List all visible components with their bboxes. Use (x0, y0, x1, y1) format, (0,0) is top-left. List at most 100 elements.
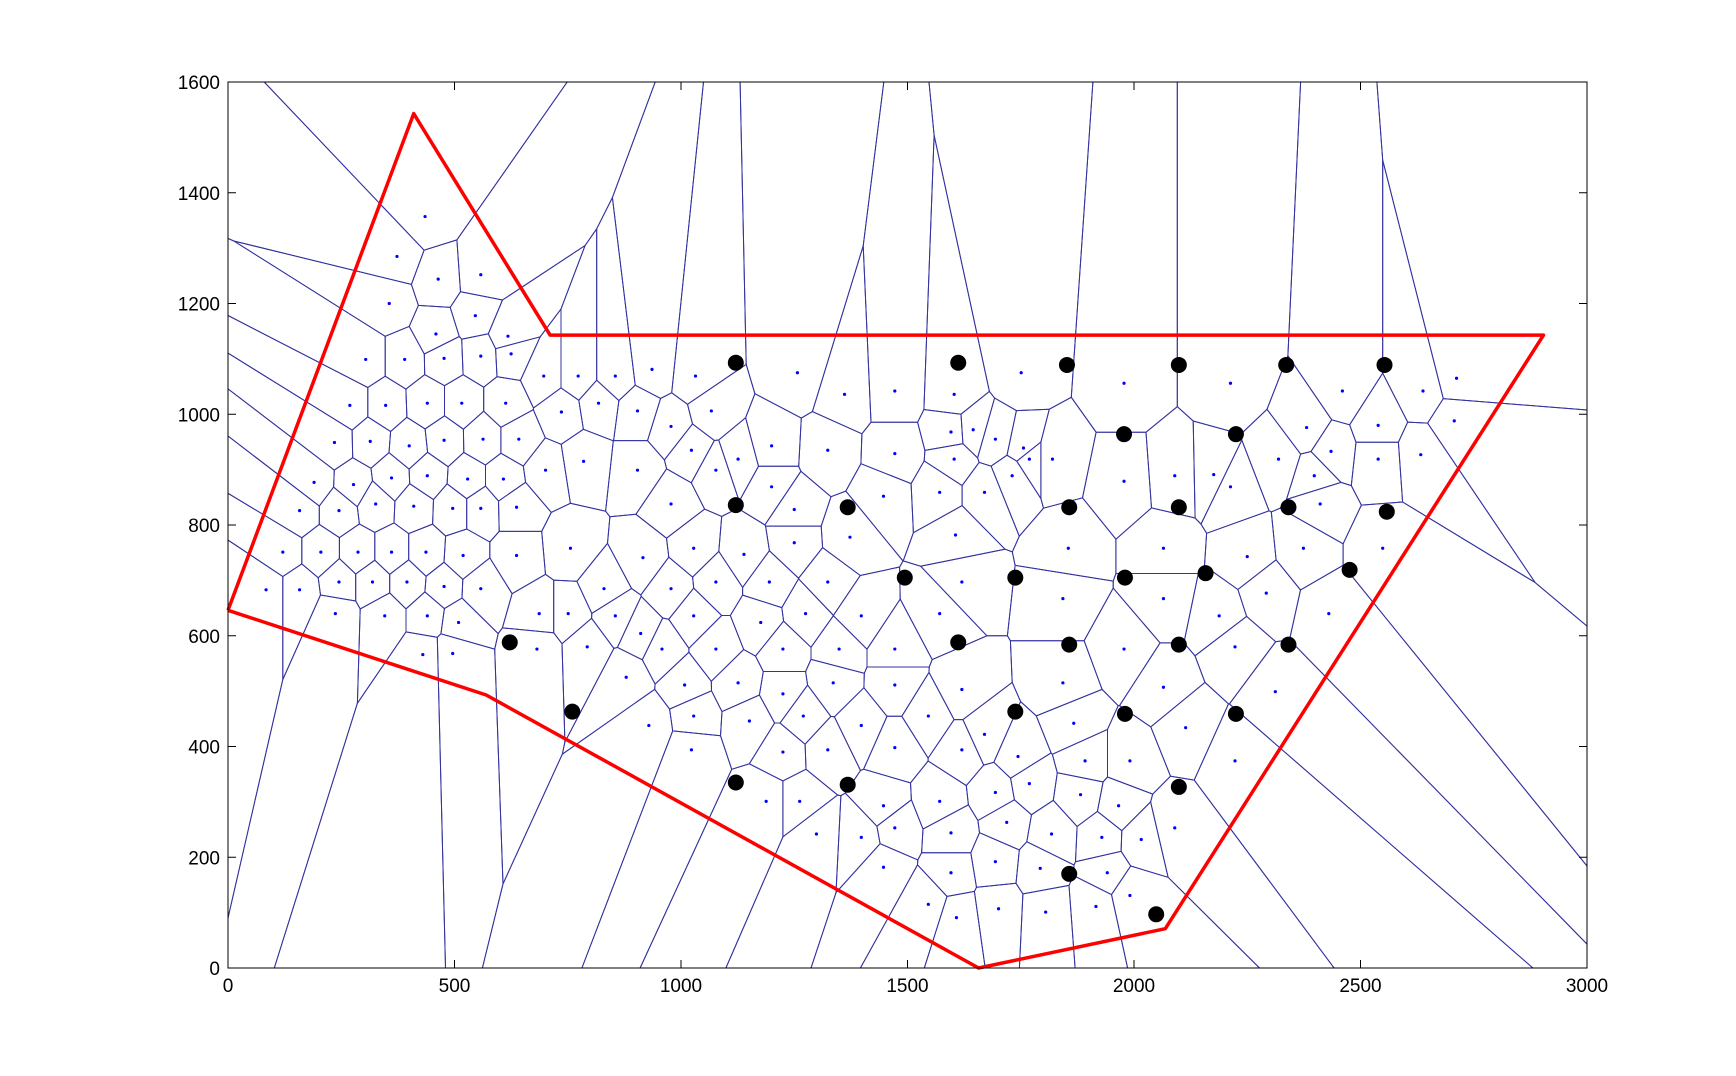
y-tick-label: 400 (188, 738, 220, 759)
x-tick-label: 2500 (1339, 976, 1381, 997)
site-point (639, 631, 643, 636)
site-point (803, 612, 808, 616)
site-point (714, 468, 718, 472)
x-tick-label: 0 (223, 976, 234, 997)
site-point (669, 587, 673, 591)
marker-point (727, 354, 744, 371)
marker-point (1148, 906, 1165, 923)
site-point (461, 553, 465, 558)
marker-point (950, 354, 967, 371)
site-point (669, 502, 673, 506)
site-point (1066, 546, 1070, 550)
site-point (1329, 449, 1333, 453)
site-point (938, 799, 942, 803)
site-point (736, 457, 740, 461)
site-point (425, 614, 429, 618)
voronoi-cell (1342, 501, 1588, 868)
site-point (837, 647, 841, 651)
y-tick-label: 1000 (178, 405, 220, 426)
site-point (993, 790, 997, 795)
marker-point (1170, 499, 1187, 516)
site-point (1021, 446, 1026, 450)
site-point (384, 403, 388, 407)
site-point (1105, 871, 1109, 875)
voronoi-cell (1016, 440, 1042, 501)
marker-point (727, 497, 744, 514)
marker-point (1116, 705, 1133, 722)
site-point (364, 357, 368, 362)
site-point (1421, 389, 1425, 393)
site-point (442, 438, 446, 442)
site-point (1122, 647, 1126, 651)
site-point (1049, 832, 1054, 836)
y-tick-label: 200 (188, 848, 220, 869)
site-point (370, 580, 375, 584)
marker-point (1280, 636, 1297, 653)
site-point (535, 647, 539, 651)
site-point (1173, 474, 1177, 478)
site-point (602, 587, 606, 591)
site-point (368, 439, 372, 443)
site-point (456, 620, 461, 625)
marker-point (1116, 426, 1133, 443)
site-point (1044, 910, 1048, 914)
site-point (1381, 546, 1385, 550)
site-point (542, 374, 546, 378)
site-point (893, 647, 897, 651)
site-point (1050, 457, 1055, 461)
site-point (405, 580, 409, 584)
site-point (692, 714, 696, 718)
site-point (332, 440, 337, 445)
site-point (582, 459, 586, 463)
site-point (764, 799, 768, 803)
site-point (1340, 389, 1344, 393)
site-point (434, 332, 438, 336)
x-tick-label: 1000 (660, 976, 702, 997)
site-point (585, 645, 589, 649)
site-point (1327, 612, 1331, 616)
y-tick-label: 1600 (178, 73, 220, 94)
marker-point (1061, 499, 1078, 516)
site-point (926, 714, 930, 718)
site-point (1233, 645, 1237, 649)
site-point (1301, 546, 1306, 550)
site-point (742, 552, 746, 556)
site-point (1376, 457, 1380, 461)
x-tick-label: 3000 (1566, 976, 1608, 997)
site-point (1061, 597, 1065, 601)
site-point (692, 546, 696, 550)
site-point (650, 367, 654, 371)
y-tick-label: 0 (209, 959, 220, 980)
site-point (1161, 546, 1166, 550)
site-point (781, 750, 785, 754)
site-point (389, 476, 394, 480)
site-point (714, 580, 718, 584)
site-point (559, 410, 564, 414)
marker-point (1376, 356, 1393, 373)
marker-point (501, 634, 518, 651)
site-point (1273, 690, 1277, 694)
site-point (460, 401, 464, 405)
site-point (337, 509, 341, 513)
site-point (1027, 457, 1031, 461)
site-point (792, 541, 796, 545)
marker-point (1378, 503, 1395, 520)
site-point (1233, 759, 1237, 763)
site-point (893, 389, 897, 393)
site-point (767, 580, 771, 584)
site-point (442, 584, 446, 589)
site-point (795, 371, 800, 375)
site-point (693, 374, 698, 378)
marker-point (1116, 569, 1133, 586)
site-point (312, 480, 316, 484)
marker-point (1227, 426, 1244, 443)
site-point (1419, 453, 1423, 457)
y-tick-label: 1200 (178, 295, 220, 316)
site-point (1217, 614, 1221, 618)
site-point (881, 865, 886, 869)
site-point (348, 403, 352, 407)
site-point (425, 474, 429, 478)
site-point (635, 468, 640, 472)
x-tick-label: 1500 (886, 976, 928, 997)
